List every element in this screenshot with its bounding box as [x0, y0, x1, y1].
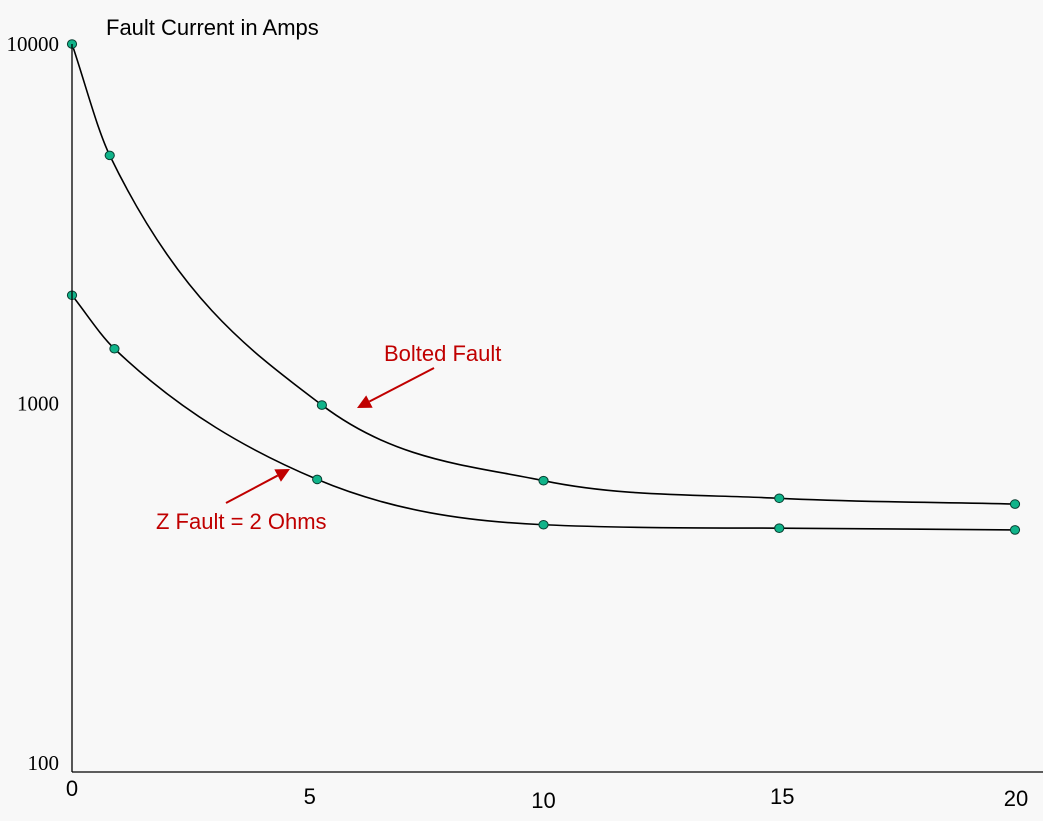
series-0-point-3: [538, 475, 549, 486]
x-tick-label-0: 0: [66, 776, 78, 801]
y-tick-label-2: 10000: [7, 32, 60, 56]
annotation-arrow-line-0: [368, 367, 435, 403]
x-tick-label-3: 15: [770, 784, 794, 809]
annotation-1: Z Fault = 2 Ohms: [156, 469, 327, 534]
annotation-label-1: Z Fault = 2 Ohms: [156, 509, 327, 534]
series-1-point-1: [109, 343, 120, 354]
series-0-point-5: [1009, 499, 1021, 509]
series-1-point-2: [312, 474, 323, 485]
series-1-line: [71, 294, 1016, 531]
series-1-point-3: [538, 519, 549, 530]
x-tick-label-1: 5: [304, 784, 316, 809]
series-curves: [71, 43, 1016, 531]
series-0-point-4: [774, 493, 785, 504]
x-tick-label-2: 10: [531, 788, 555, 813]
annotation-0: Bolted Fault: [357, 341, 501, 408]
chart-title: Fault Current in Amps: [106, 15, 319, 40]
y-tick-label-1: 1000: [17, 392, 59, 416]
series-0-point-1: [104, 150, 115, 161]
series-0-line: [71, 43, 1016, 505]
y-tick-labels: 100 1000 10000: [7, 32, 60, 775]
annotation-arrow-head-1: [274, 469, 290, 482]
series-1-point-4: [774, 523, 785, 533]
x-tick-labels: 0 5 10 15 20: [66, 776, 1028, 813]
annotation-arrow-head-0: [357, 395, 373, 408]
x-tick-label-4: 20: [1004, 786, 1028, 811]
annotation-arrow-line-1: [225, 474, 279, 504]
series-1-point-5: [1009, 525, 1021, 535]
y-tick-label-0: 100: [28, 751, 60, 775]
series-0-point-2: [316, 400, 327, 410]
annotations: Bolted Fault Z Fault = 2 Ohms: [156, 341, 501, 534]
annotation-label-0: Bolted Fault: [384, 341, 501, 366]
